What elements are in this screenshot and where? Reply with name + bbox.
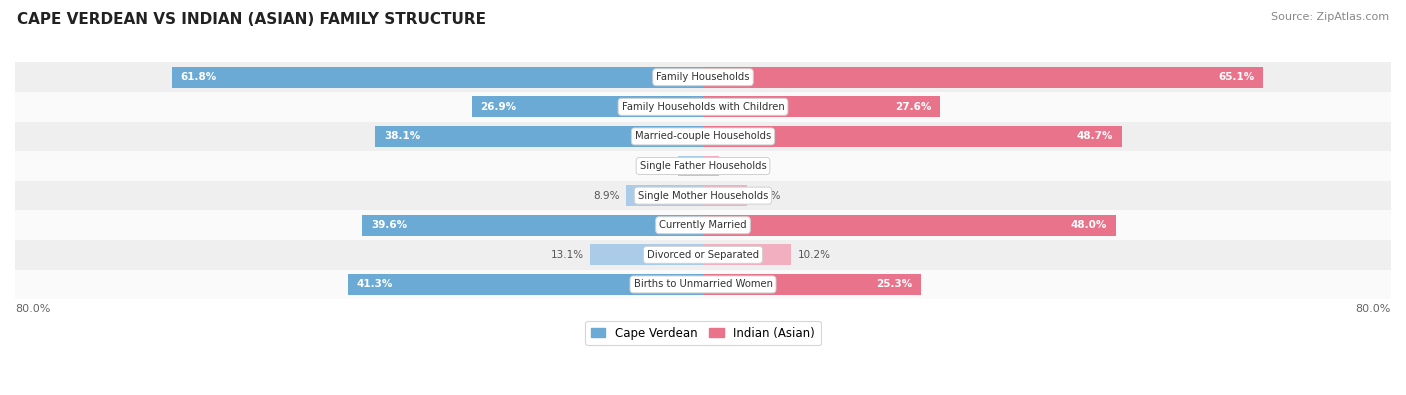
Legend: Cape Verdean, Indian (Asian): Cape Verdean, Indian (Asian) xyxy=(585,321,821,346)
Text: 10.2%: 10.2% xyxy=(797,250,831,260)
Bar xyxy=(627,185,703,206)
Text: Family Households with Children: Family Households with Children xyxy=(621,102,785,112)
Bar xyxy=(703,274,921,295)
Bar xyxy=(703,67,1263,88)
Bar xyxy=(15,92,1391,122)
Text: 27.6%: 27.6% xyxy=(896,102,932,112)
Text: 8.9%: 8.9% xyxy=(593,191,620,201)
Bar xyxy=(591,245,703,265)
Text: 13.1%: 13.1% xyxy=(550,250,583,260)
Text: Married-couple Households: Married-couple Households xyxy=(636,132,770,141)
Text: 38.1%: 38.1% xyxy=(384,132,420,141)
Text: 39.6%: 39.6% xyxy=(371,220,408,230)
Text: 5.1%: 5.1% xyxy=(754,191,780,201)
Text: Births to Unmarried Women: Births to Unmarried Women xyxy=(634,279,772,290)
Text: Currently Married: Currently Married xyxy=(659,220,747,230)
Bar xyxy=(15,151,1391,181)
Text: 61.8%: 61.8% xyxy=(180,72,217,82)
Bar xyxy=(172,67,703,88)
Bar xyxy=(347,274,703,295)
Text: Divorced or Separated: Divorced or Separated xyxy=(647,250,759,260)
Text: 48.0%: 48.0% xyxy=(1071,220,1107,230)
Bar xyxy=(375,126,703,147)
Bar xyxy=(703,96,941,117)
Text: Source: ZipAtlas.com: Source: ZipAtlas.com xyxy=(1271,12,1389,22)
Text: 65.1%: 65.1% xyxy=(1218,72,1254,82)
Text: 25.3%: 25.3% xyxy=(876,279,912,290)
Bar xyxy=(15,181,1391,211)
Text: 80.0%: 80.0% xyxy=(1355,304,1391,314)
Text: CAPE VERDEAN VS INDIAN (ASIAN) FAMILY STRUCTURE: CAPE VERDEAN VS INDIAN (ASIAN) FAMILY ST… xyxy=(17,12,486,27)
Text: Single Father Households: Single Father Households xyxy=(640,161,766,171)
Bar xyxy=(363,215,703,235)
Bar xyxy=(471,96,703,117)
Bar xyxy=(15,270,1391,299)
Bar xyxy=(703,185,747,206)
Bar xyxy=(703,215,1116,235)
Text: 2.9%: 2.9% xyxy=(645,161,671,171)
Bar xyxy=(703,156,720,177)
Bar xyxy=(15,211,1391,240)
Bar xyxy=(703,126,1122,147)
Text: 41.3%: 41.3% xyxy=(356,279,392,290)
Text: 1.9%: 1.9% xyxy=(727,161,752,171)
Text: Family Households: Family Households xyxy=(657,72,749,82)
Bar xyxy=(15,62,1391,92)
Bar xyxy=(678,156,703,177)
Text: 26.9%: 26.9% xyxy=(481,102,516,112)
Text: 80.0%: 80.0% xyxy=(15,304,51,314)
Bar xyxy=(703,245,790,265)
Bar xyxy=(15,122,1391,151)
Text: 48.7%: 48.7% xyxy=(1077,132,1114,141)
Bar xyxy=(15,240,1391,270)
Text: Single Mother Households: Single Mother Households xyxy=(638,191,768,201)
